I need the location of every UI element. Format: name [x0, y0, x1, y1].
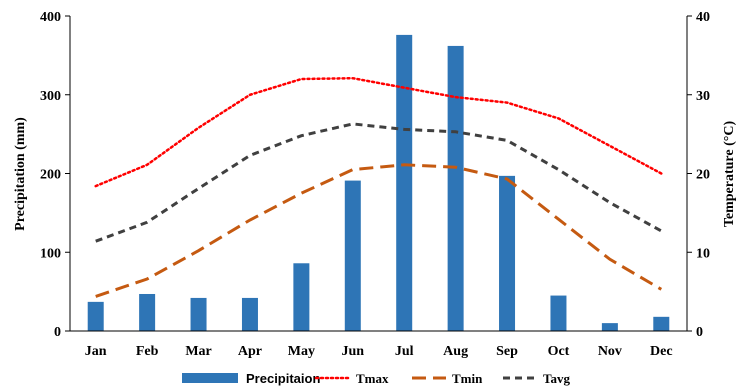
legend-label-precipitaion: Precipitaion: [246, 371, 320, 386]
bar-precipitation-may: [293, 263, 310, 331]
bar-precipitation-jul: [396, 34, 413, 332]
x-tick-label-nov: Nov: [598, 344, 622, 359]
bar-precipitation-apr: [241, 297, 258, 331]
temperature-lines: [94, 76, 663, 298]
x-tick-label-mar: Mar: [185, 344, 211, 359]
y-right-tick-label: 30: [696, 89, 710, 104]
bar-precipitation-dec: [653, 316, 670, 331]
legend-label-tavg: Tavg: [543, 371, 570, 386]
x-tick-label-jul: Jul: [395, 344, 414, 359]
y-left-tick-label: 300: [40, 89, 61, 104]
bar-precipitation-jan: [87, 301, 104, 331]
axis-ticks: 0 100 200 300 400 0 10 20 30 40 Jan Feb Mar Apr May Jun…: [40, 10, 710, 359]
y-right-tick-label: 0: [696, 325, 703, 340]
legend: Precipitaion Tmax Tmin Tavg: [182, 371, 570, 386]
y-right-tick-label: 40: [696, 10, 710, 25]
line-tmin: [95, 163, 663, 298]
y-left-axis-title: Precipitation (mm): [13, 117, 28, 231]
x-tick-label-feb: Feb: [136, 344, 159, 359]
bar-precipitation-nov: [601, 323, 618, 331]
y-left-tick-label: 0: [54, 325, 61, 340]
bar-precipitation-mar: [190, 297, 207, 331]
x-tick-label-dec: Dec: [650, 344, 673, 359]
x-tick-label-sep: Sep: [496, 344, 518, 359]
x-tick-label-jun: Jun: [342, 344, 365, 359]
y-right-tick-label: 20: [696, 168, 710, 183]
line-tavg: [95, 122, 663, 243]
x-tick-label-jan: Jan: [85, 344, 107, 359]
precipitation-bars: [87, 34, 670, 332]
y-right-axis-title: Temperature (°C): [722, 121, 737, 228]
bar-precipitation-feb: [139, 293, 156, 331]
x-tick-label-may: May: [288, 344, 315, 359]
y-left-tick-label: 400: [40, 10, 61, 25]
x-tick-label-apr: Apr: [238, 344, 262, 359]
legend-label-tmax: Tmax: [356, 371, 389, 386]
bar-precipitation-sep: [499, 175, 516, 331]
bar-precipitation-oct: [550, 295, 567, 331]
line-tmax: [94, 76, 663, 188]
bar-precipitation-aug: [447, 45, 464, 332]
y-left-tick-label: 200: [40, 168, 61, 183]
y-left-tick-label: 100: [40, 246, 61, 261]
x-tick-label-aug: Aug: [443, 344, 468, 359]
legend-label-tmin: Tmin: [452, 371, 483, 386]
legend-swatch-precipitation: [182, 373, 238, 383]
y-right-tick-label: 10: [696, 246, 710, 261]
x-tick-label-oct: Oct: [548, 344, 570, 359]
bar-precipitation-jun: [344, 180, 361, 331]
axes: [69, 16, 688, 332]
